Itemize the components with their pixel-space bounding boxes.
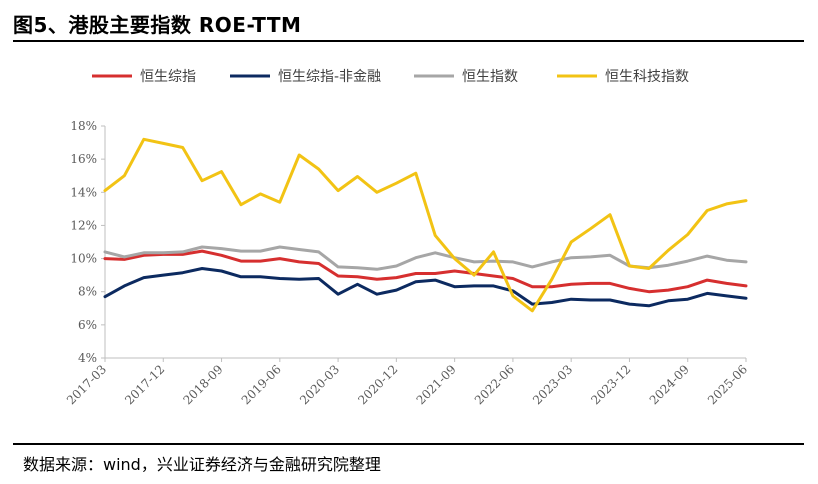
- figure-title: 图5、港股主要指数 ROE-TTM: [13, 13, 302, 37]
- x-tick-label: 2018-09: [181, 362, 226, 407]
- x-tick-label: 2020-12: [355, 362, 400, 407]
- legend-label: 恒生科技指数: [605, 69, 689, 85]
- series-lines: [103, 137, 748, 313]
- y-tick-label: 16%: [70, 152, 97, 166]
- y-tick-label: 18%: [70, 119, 97, 133]
- y-tick-label: 10%: [70, 252, 97, 266]
- legend-label: 恒生综指-非金融: [278, 69, 381, 85]
- x-tick-label: 2021-09: [414, 362, 459, 407]
- series-line: [103, 249, 748, 294]
- source-note: 数据来源：wind，兴业证券经济与金融研究院整理: [23, 455, 381, 474]
- x-axis: 2017-03 2017-12 2018-09 2019-06 2020-03 2020-…: [64, 357, 750, 407]
- y-tick-label: 8%: [78, 285, 97, 299]
- series-line: [103, 137, 748, 313]
- y-tick-label: 14%: [70, 185, 97, 199]
- x-tick-label: 2023-03: [530, 362, 575, 407]
- chart-legend: 恒生综指 恒生综指-非金融 恒生指数 恒生科技指数: [92, 69, 689, 85]
- x-tick-label: 2024-09: [647, 362, 692, 407]
- series-line: [103, 267, 748, 308]
- y-tick-label: 4%: [78, 351, 97, 365]
- legend-label: 恒生综指: [140, 69, 196, 85]
- x-tick-label: 2019-06: [239, 362, 284, 407]
- x-tick-label: 2017-12: [122, 362, 167, 407]
- x-tick-label: 2017-03: [64, 362, 109, 407]
- legend-label: 恒生指数: [462, 69, 518, 85]
- x-tick-label: 2025-06: [705, 362, 750, 407]
- x-tick-label: 2020-03: [297, 362, 342, 407]
- y-tick-label: 6%: [78, 318, 97, 332]
- y-axis: 4% 6% 8% 10% 12% 14% 16% 18%: [70, 119, 106, 365]
- y-tick-label: 12%: [70, 218, 97, 232]
- x-tick-label: 2023-12: [588, 362, 633, 407]
- bottom-rule: [13, 443, 804, 445]
- x-tick-label: 2022-06: [472, 362, 517, 407]
- top-rule: [13, 40, 804, 42]
